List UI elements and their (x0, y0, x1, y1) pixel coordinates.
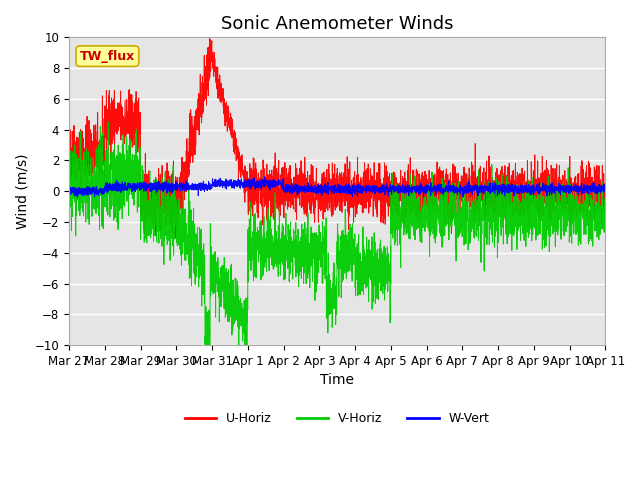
Legend: U-Horiz, V-Horiz, W-Vert: U-Horiz, V-Horiz, W-Vert (180, 407, 495, 430)
Title: Sonic Anemometer Winds: Sonic Anemometer Winds (221, 15, 454, 33)
Y-axis label: Wind (m/s): Wind (m/s) (15, 154, 29, 229)
X-axis label: Time: Time (320, 373, 354, 387)
Text: TW_flux: TW_flux (80, 49, 135, 63)
